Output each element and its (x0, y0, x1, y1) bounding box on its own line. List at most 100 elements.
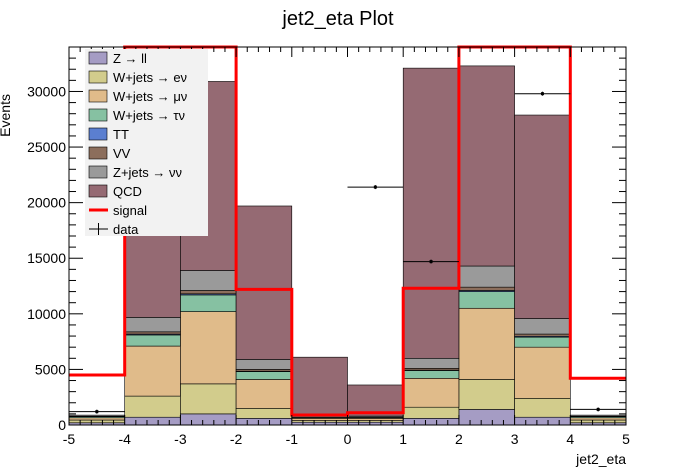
x-tick-label: -2 (230, 431, 243, 447)
bar-vv-bin-1 (124, 331, 181, 335)
bar-w-jets-bin-5 (347, 418, 404, 421)
bar-qcd-bin-8 (514, 114, 571, 319)
legend-swatch (88, 89, 108, 103)
y-tick-label: 25000 (27, 139, 66, 155)
bar-z-jets-bin-3 (235, 359, 293, 370)
bar-vv-bin-2 (180, 290, 237, 295)
y-tick-label: 30000 (27, 83, 66, 99)
legend-entry-7: QCD (88, 184, 142, 199)
bar-z-ll-bin-8 (514, 416, 571, 426)
legend-swatch (88, 108, 108, 122)
data-point-4 (570, 407, 626, 412)
data-point-3 (514, 91, 571, 96)
bar-z-ll-bin-2 (180, 413, 237, 426)
legend-entry-2: W+jets → μν (88, 89, 187, 104)
legend-entry-6: Z+jets → νν (88, 165, 182, 180)
bar-w-jets-e-bin-8 (514, 398, 571, 418)
bar-z-jets-bin-8 (514, 318, 571, 335)
bar-z-jets-bin-7 (458, 265, 515, 288)
y-tick-label: 15000 (27, 250, 66, 266)
data-point-1 (347, 185, 404, 190)
data-point-marker (596, 407, 600, 411)
x-tick-label: 4 (566, 431, 574, 447)
legend-swatch (88, 127, 108, 141)
y-tick-label: 10000 (27, 306, 66, 322)
bar-z-ll-bin-7 (458, 409, 515, 426)
data-point-0 (69, 409, 125, 414)
bar-vv-bin-8 (514, 333, 571, 337)
x-tick-label: 3 (511, 431, 519, 447)
legend-entry-8: signal (89, 203, 147, 218)
bar-qcd-bin-4 (291, 356, 348, 417)
x-tick-label: 1 (399, 431, 407, 447)
data-point-2 (403, 259, 459, 264)
chart-title: jet2_eta Plot (281, 8, 394, 30)
bar-qcd-bin-6 (402, 67, 460, 359)
bar-vv-bin-7 (458, 286, 515, 291)
bar-qcd-bin-3 (235, 205, 293, 360)
bar-z-jets-bin-2 (180, 270, 237, 291)
legend: Z → ll W+jets → eν W+jets → μν W+jets → τν T… (85, 49, 208, 237)
data-point-marker (540, 92, 544, 96)
x-tick-label: 2 (455, 431, 463, 447)
data-point-marker (429, 260, 433, 264)
bar-w-jets-e-bin-2 (180, 383, 237, 415)
legend-label: VV (113, 146, 131, 161)
legend-label: QCD (113, 184, 142, 199)
x-axis-label: jet2_eta (575, 451, 626, 467)
bar-qcd-bin-7 (458, 65, 515, 267)
bar-w-jets-bin-7 (458, 291, 515, 309)
data-point-marker (373, 185, 377, 189)
y-tick-label: 20000 (27, 195, 66, 211)
bar-w-jets-bin-0 (68, 417, 126, 421)
bar-w-jets-e-bin-3 (235, 408, 293, 419)
bar-w-jets-bin-3 (235, 371, 293, 380)
x-tick-label: -3 (174, 431, 187, 447)
bar-w-jets-e-bin-6 (402, 406, 460, 419)
bar-w-jets-e-bin-9 (569, 419, 627, 424)
y-axis-label: Events (0, 94, 13, 137)
bar-w-jets-bin-3 (235, 379, 293, 409)
bar-z-jets-bin-9 (569, 414, 627, 417)
legend-label: Z → ll (113, 51, 147, 66)
axes: -5 -4 -3 -2 -1 0 1 2 3 4 5 0 5000 10000 15000 20000 2500… (27, 47, 630, 447)
bar-w-jets-bin-2 (180, 311, 237, 385)
bar-w-jets-e-bin-7 (458, 379, 515, 410)
bar-w-jets-bin-8 (514, 346, 571, 399)
legend-swatch (88, 184, 108, 198)
legend-label: signal (113, 203, 147, 218)
legend-label: Z+jets → νν (113, 165, 182, 180)
x-tick-label: 5 (622, 431, 630, 447)
y-tick-label: 5000 (35, 361, 66, 377)
x-tick-label: -5 (63, 431, 76, 447)
legend-entry-3: W+jets → τν (88, 108, 185, 123)
x-tick-label: -4 (118, 431, 131, 447)
bar-z-jets-bin-1 (124, 317, 181, 333)
bar-w-jets-bin-1 (124, 345, 181, 397)
legend-label: W+jets → μν (113, 89, 187, 104)
bar-w-jets-bin-9 (569, 417, 627, 421)
bar-w-jets-bin-2 (180, 294, 237, 312)
legend-swatch (88, 165, 108, 179)
legend-entry-0: Z → ll (88, 51, 147, 66)
legend-swatch (88, 146, 108, 160)
bar-w-jets-bin-4 (291, 418, 348, 421)
bar-z-ll-bin-1 (124, 416, 181, 426)
bar-z-ll-bin-3 (235, 418, 293, 426)
bar-z-ll-bin-6 (402, 418, 460, 426)
legend-entry-9: data (89, 222, 139, 237)
legend-entry-1: W+jets → eν (88, 70, 187, 85)
bar-w-jets-bin-7 (458, 307, 515, 380)
legend-entry-5: VV (88, 146, 131, 161)
bar-w-jets-bin-1 (124, 334, 181, 347)
x-tick-label: -1 (286, 431, 299, 447)
data-point-marker (95, 410, 99, 414)
bar-z-jets-bin-6 (402, 357, 460, 369)
legend-swatch (88, 70, 108, 84)
legend-label: data (113, 222, 139, 237)
bar-w-jets-bin-6 (402, 378, 460, 408)
legend-entry-4: TT (88, 127, 129, 142)
bar-w-jets-e-bin-1 (124, 395, 181, 418)
bar-w-jets-bin-8 (514, 336, 571, 348)
